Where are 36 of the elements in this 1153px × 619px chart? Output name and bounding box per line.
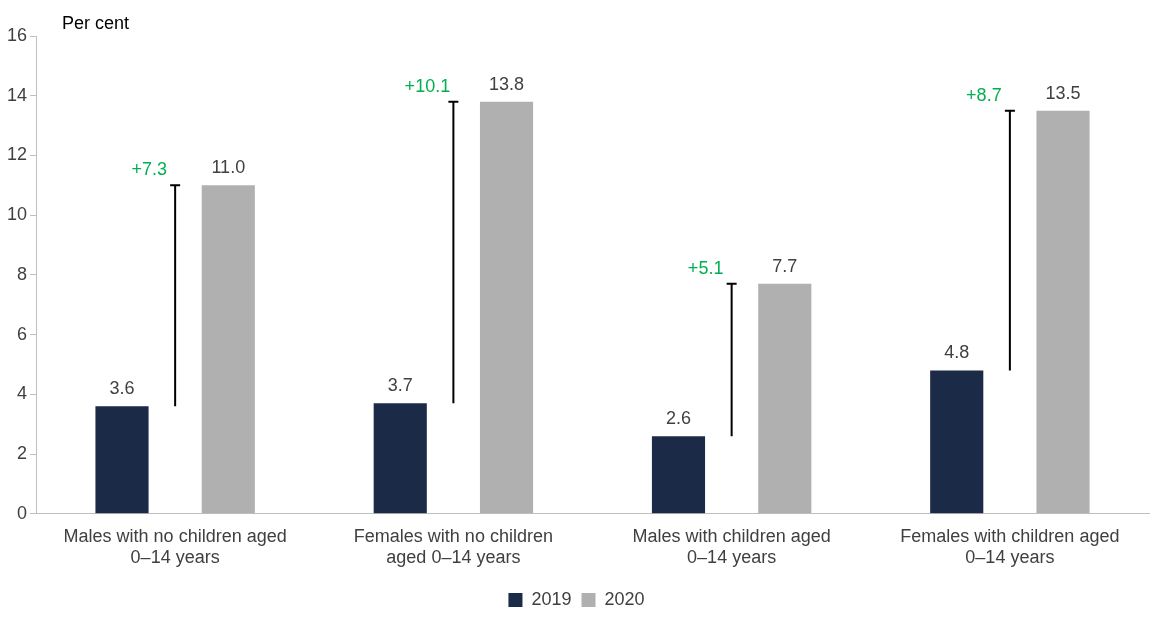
annotation: +7.3 <box>131 159 167 180</box>
annotation: +5.1 <box>687 257 724 278</box>
data-label: 3.7 <box>387 375 413 396</box>
x-tick-label: Males with children aged 0–14 years <box>632 525 831 568</box>
data-label: 2.6 <box>665 408 691 429</box>
y-tick-label: 10 <box>6 204 28 225</box>
bar <box>758 283 812 514</box>
x-tick-label: Females with children aged 0–14 years <box>900 525 1120 568</box>
annotation: +10.1 <box>404 75 451 96</box>
bar <box>201 185 255 514</box>
bar <box>930 370 984 514</box>
data-label: 4.8 <box>944 342 970 363</box>
annotation: +8.7 <box>966 84 1002 105</box>
y-tick-label: 14 <box>6 84 28 105</box>
y-tick-label: 8 <box>17 263 28 284</box>
data-label: 3.6 <box>109 378 135 399</box>
legend-label: 2020 <box>604 588 645 609</box>
x-tick-label: Males with no children aged 0–14 years <box>63 525 287 568</box>
x-tick-label: Females with no children aged 0–14 years <box>353 525 553 568</box>
y-tick-label: 0 <box>17 502 28 523</box>
bar <box>651 436 706 514</box>
data-label: 13.8 <box>489 73 525 94</box>
bar <box>1036 110 1090 514</box>
bar <box>479 101 534 514</box>
y-tick-label: 2 <box>17 443 28 464</box>
legend-label: 2019 <box>531 588 572 609</box>
y-axis-title: Per cent <box>62 12 130 33</box>
data-label: 7.7 <box>772 255 798 276</box>
y-tick-label: 12 <box>6 144 28 165</box>
bar <box>95 406 149 514</box>
y-tick-label: 6 <box>17 323 28 344</box>
y-tick-label: 4 <box>17 383 28 404</box>
y-tick-label: 16 <box>6 24 28 45</box>
data-label: 11.0 <box>211 157 246 178</box>
data-label: 13.5 <box>1045 82 1081 103</box>
bar <box>373 403 427 514</box>
